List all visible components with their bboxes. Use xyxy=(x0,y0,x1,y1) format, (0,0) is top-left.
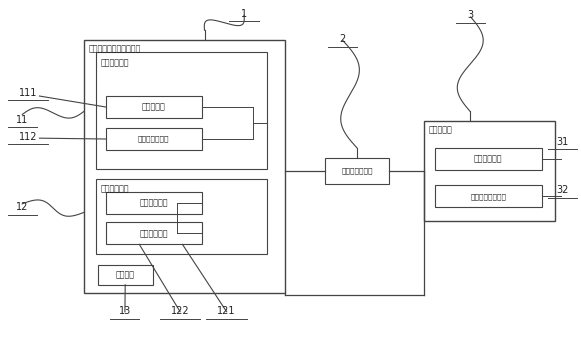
Bar xyxy=(106,222,202,244)
Text: 智能灭火子系统: 智能灭火子系统 xyxy=(342,168,373,174)
Text: 112: 112 xyxy=(19,131,37,142)
Text: 森林火情智能侦察子系统: 森林火情智能侦察子系统 xyxy=(89,44,141,54)
Text: 北斗定位模组: 北斗定位模组 xyxy=(101,185,129,194)
Text: 应用软件控制模块: 应用软件控制模块 xyxy=(471,193,506,200)
Text: 智能控制模块: 智能控制模块 xyxy=(474,155,503,164)
Bar xyxy=(96,179,267,254)
Bar xyxy=(435,148,542,170)
Text: 北斗定位模块: 北斗定位模块 xyxy=(139,198,168,208)
Bar xyxy=(106,128,202,150)
Text: 32: 32 xyxy=(556,185,569,195)
Text: 11: 11 xyxy=(16,115,28,125)
Bar xyxy=(96,52,267,168)
Text: 31: 31 xyxy=(556,136,569,147)
Bar xyxy=(325,158,389,184)
Text: 控制子系统: 控制子系统 xyxy=(429,125,453,134)
Text: 111: 111 xyxy=(19,88,37,98)
Bar xyxy=(84,40,285,293)
Bar xyxy=(106,192,202,214)
Text: 3: 3 xyxy=(468,10,474,20)
Text: 12: 12 xyxy=(16,202,28,212)
Bar xyxy=(98,265,153,285)
Bar xyxy=(435,185,542,207)
Text: 无线数传模块: 无线数传模块 xyxy=(139,229,168,238)
Text: 2: 2 xyxy=(340,34,346,44)
Text: 火情监测模块: 火情监测模块 xyxy=(101,58,129,67)
Text: 烟感传感器: 烟感传感器 xyxy=(142,102,166,112)
Bar xyxy=(106,96,202,118)
Text: 121: 121 xyxy=(217,306,236,316)
Text: 13: 13 xyxy=(119,306,131,316)
Text: 122: 122 xyxy=(171,306,189,316)
Text: 供电系统: 供电系统 xyxy=(116,270,135,279)
Text: 1: 1 xyxy=(241,8,247,19)
Text: 林火检测摄像机: 林火检测摄像机 xyxy=(138,136,170,142)
Bar xyxy=(424,121,555,221)
